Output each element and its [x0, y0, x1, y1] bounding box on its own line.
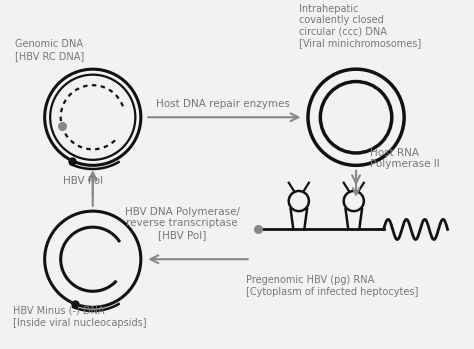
Text: HBV Minus (-) DNA
[Inside viral nucleocapsids]: HBV Minus (-) DNA [Inside viral nucleoca…: [13, 306, 146, 327]
Text: HBV DNA Polymerase/
reverse transcriptase
[HBV Pol]: HBV DNA Polymerase/ reverse transcriptas…: [125, 207, 239, 240]
Text: Host RNA
Polymerase II: Host RNA Polymerase II: [370, 148, 439, 169]
Text: Genomic DNA
[HBV RC DNA]: Genomic DNA [HBV RC DNA]: [15, 39, 84, 61]
Text: Host DNA repair enzymes: Host DNA repair enzymes: [156, 99, 290, 109]
Text: Pregenomic HBV (pg) RNA
[Cytoplasm of infected heptocytes]: Pregenomic HBV (pg) RNA [Cytoplasm of in…: [246, 275, 419, 297]
Text: HBV Pol: HBV Pol: [63, 176, 103, 186]
Text: Intrahepatic
covalently closed
circular (ccc) DNA
[Viral minichromosomes]: Intrahepatic covalently closed circular …: [299, 4, 421, 49]
